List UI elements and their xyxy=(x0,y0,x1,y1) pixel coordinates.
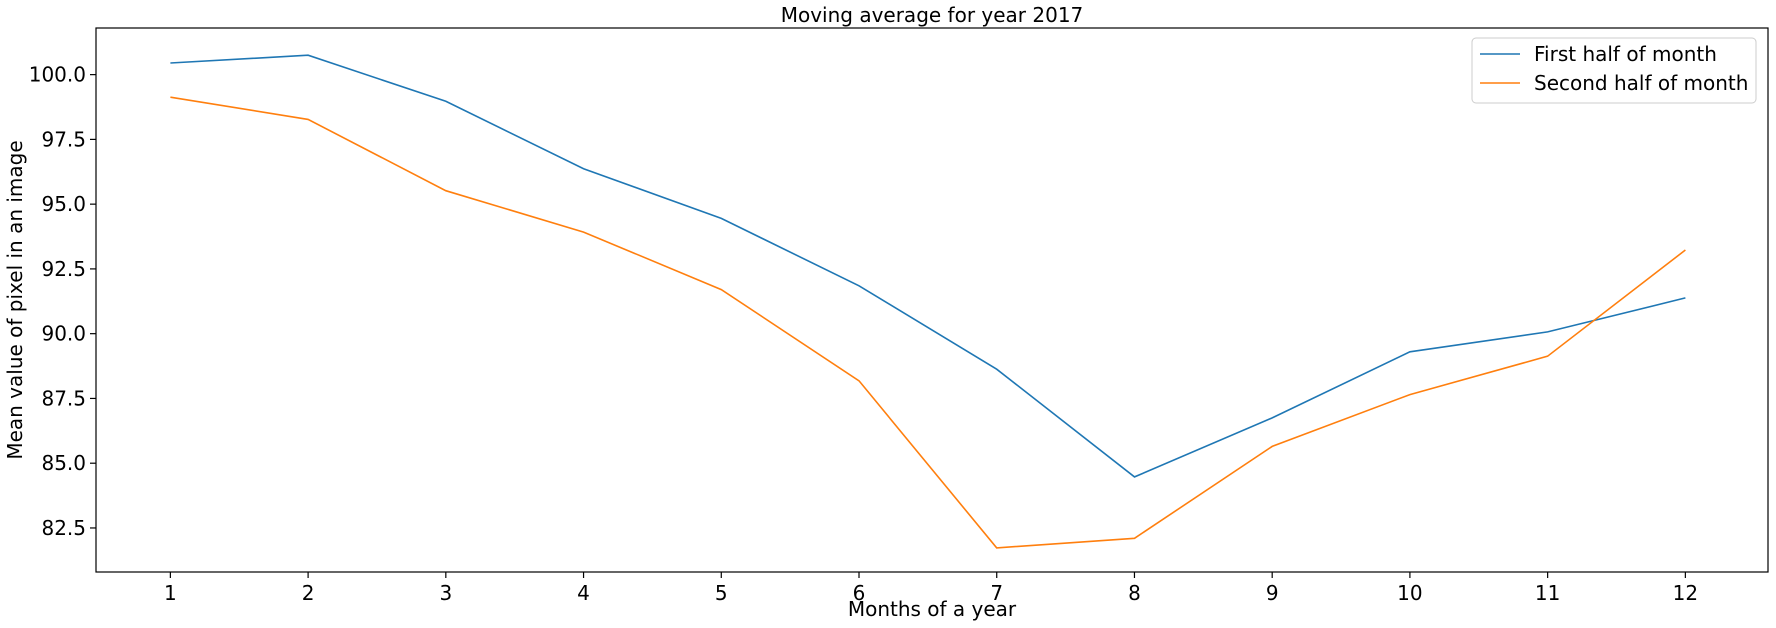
legend-label: Second half of month xyxy=(1534,71,1748,95)
y-axis: 82.5 85.0 87.5 90.0 92.5 95.0 97.5 100.0 xyxy=(29,63,96,540)
legend: First half of month Second half of month xyxy=(1471,37,1757,104)
x-tick-label: 1 xyxy=(164,581,177,605)
y-tick-label: 97.5 xyxy=(41,127,86,151)
x-axis: 1 2 3 4 5 6 7 8 9 10 11 12 xyxy=(164,572,1698,605)
y-tick-label: 82.5 xyxy=(41,516,86,540)
x-tick-label: 5 xyxy=(715,581,728,605)
x-axis-label: Months of a year xyxy=(848,597,1017,621)
x-tick-label: 7 xyxy=(990,581,1003,605)
y-tick-label: 92.5 xyxy=(41,257,86,281)
y-tick-label: 87.5 xyxy=(41,386,86,410)
series-line-second-half xyxy=(170,96,1686,549)
x-tick-label: 9 xyxy=(1266,581,1279,605)
x-tick-label: 4 xyxy=(577,581,590,605)
x-tick-label: 6 xyxy=(853,581,866,605)
y-tick-label: 95.0 xyxy=(41,192,86,216)
x-tick-label: 3 xyxy=(439,581,452,605)
legend-box xyxy=(1471,37,1757,104)
series-line-first-half xyxy=(170,54,1686,478)
series-lines xyxy=(170,54,1686,549)
legend-label: First half of month xyxy=(1534,42,1717,66)
x-tick-label: 2 xyxy=(302,581,315,605)
x-tick-label: 12 xyxy=(1673,581,1698,605)
y-axis-label: Mean value of pixel in an image xyxy=(3,140,27,459)
y-tick-label: 85.0 xyxy=(41,451,86,475)
chart-title: Moving average for year 2017 xyxy=(781,3,1084,27)
x-tick-label: 10 xyxy=(1397,581,1422,605)
plot-area xyxy=(95,27,1769,573)
y-tick-label: 90.0 xyxy=(41,322,86,346)
x-tick-label: 8 xyxy=(1128,581,1141,605)
y-tick-label: 100.0 xyxy=(29,63,86,87)
x-tick-label: 11 xyxy=(1535,581,1560,605)
